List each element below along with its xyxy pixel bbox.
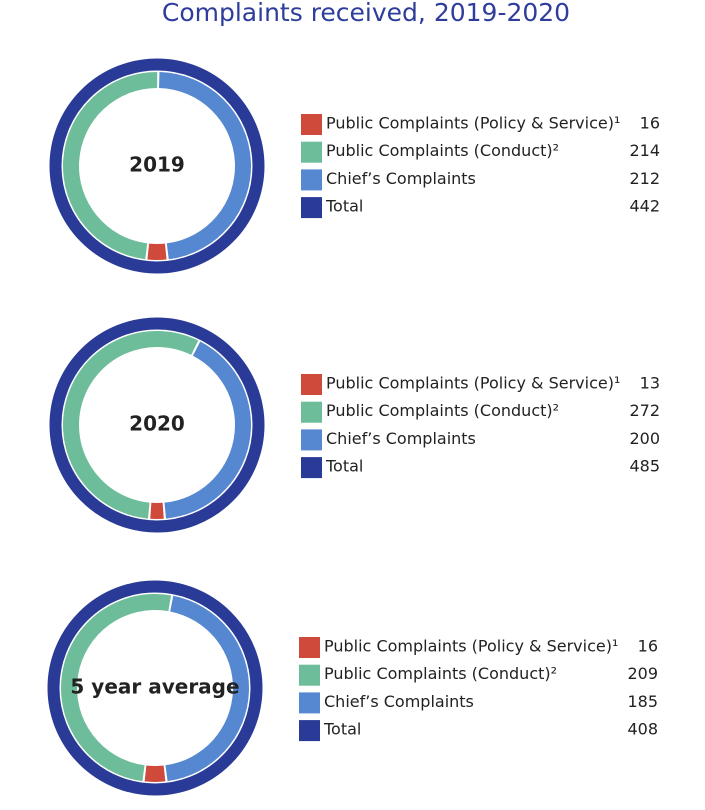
legend-swatch xyxy=(301,169,322,191)
legend-label: Chief’s Complaints xyxy=(326,169,476,188)
legend-value: 408 xyxy=(627,720,658,739)
legend-label: Public Complaints (Policy & Service)¹ xyxy=(326,114,620,133)
legend-label: Chief’s Complaints xyxy=(324,692,474,711)
total-ring xyxy=(49,58,265,274)
legend-label: Public Complaints (Conduct)² xyxy=(324,664,557,683)
donut-center-label: 2019 xyxy=(129,153,185,177)
donut-segment xyxy=(60,593,172,782)
donut-segment xyxy=(165,595,249,782)
donut-center-label: 5 year average xyxy=(70,675,239,699)
legend-label: Total xyxy=(325,197,363,216)
total-ring xyxy=(47,580,263,796)
legend-swatch xyxy=(299,637,320,658)
legend-label: Total xyxy=(325,457,363,476)
donut-segment xyxy=(62,331,199,519)
legend-value: 16 xyxy=(640,114,660,133)
legend-swatch xyxy=(301,114,322,135)
legend-value: 16 xyxy=(638,637,658,656)
donut-segment xyxy=(144,765,166,782)
legend-swatch xyxy=(301,429,322,451)
donut-segment xyxy=(147,243,167,260)
legend-swatch xyxy=(301,141,322,163)
legend-value: 272 xyxy=(629,401,660,420)
legend-swatch xyxy=(299,664,320,686)
legend-value: 485 xyxy=(629,457,660,476)
donut-segment xyxy=(164,341,251,519)
legend-label: Public Complaints (Conduct)² xyxy=(326,141,559,160)
legend-value: 209 xyxy=(627,664,658,683)
legend-value: 214 xyxy=(629,141,660,160)
legend-label: Public Complaints (Policy & Service)¹ xyxy=(326,374,620,393)
legend-label: Total xyxy=(323,720,361,739)
legend-swatch xyxy=(301,401,322,423)
total-ring xyxy=(49,317,265,533)
legend-swatch xyxy=(301,374,322,395)
legend-swatch xyxy=(301,197,322,219)
legend-label: Public Complaints (Policy & Service)¹ xyxy=(324,637,618,656)
legend-label: Public Complaints (Conduct)² xyxy=(326,401,559,420)
legend-swatch xyxy=(299,720,320,742)
legend-value: 200 xyxy=(629,429,660,448)
legend-value: 442 xyxy=(629,197,660,216)
donut-segment xyxy=(159,72,252,260)
legend-swatch xyxy=(301,457,322,479)
donut-segment xyxy=(150,502,164,519)
legend-swatch xyxy=(299,692,320,714)
legend-value: 212 xyxy=(629,169,660,188)
legend-value: 185 xyxy=(627,692,658,711)
legend-value: 13 xyxy=(640,374,660,393)
page-title: Complaints received, 2019-2020 xyxy=(162,0,570,27)
donut-segment xyxy=(63,71,158,260)
donut-center-label: 2020 xyxy=(129,412,185,436)
legend-label: Chief’s Complaints xyxy=(326,429,476,448)
